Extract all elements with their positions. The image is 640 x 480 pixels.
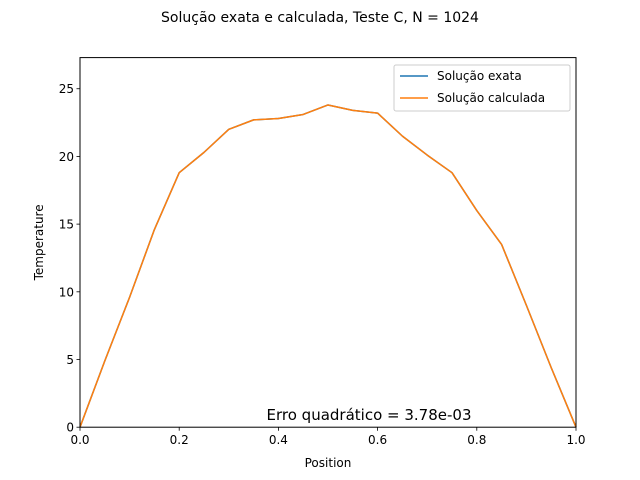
x-tick-label: 0.4	[269, 433, 288, 447]
series-line-1	[79, 104, 577, 428]
y-tick-label: 10	[59, 285, 74, 299]
x-tick-label: 1.0	[566, 433, 585, 447]
x-tick-label: 0.6	[368, 433, 387, 447]
x-tick-label: 0.0	[70, 433, 89, 447]
x-tick-label: 0.8	[467, 433, 486, 447]
series-layer	[79, 104, 577, 428]
legend-label-2: Solução calculada	[437, 91, 545, 105]
plot-frame	[79, 57, 577, 428]
legend-box	[393, 64, 571, 112]
x-tick-label: 0.2	[170, 433, 189, 447]
x-axis-label: Position	[305, 456, 352, 470]
chart-title: Solução exata e calculada, Teste C, N = …	[161, 10, 479, 26]
legend: Solução exata Solução calculada	[393, 64, 571, 112]
legend-label-1: Solução exata	[437, 69, 522, 83]
series-line-2	[79, 104, 577, 428]
y-axis-label: Temperature	[32, 204, 46, 281]
y-tick-label: 0	[66, 421, 74, 435]
y-tick-label: 15	[59, 218, 74, 232]
y-tick-label: 20	[59, 150, 74, 164]
y-tick-label: 5	[66, 353, 74, 367]
error-annotation: Erro quadrático = 3.78e-03	[267, 406, 472, 424]
ticks-layer: 0.0 0.2 0.4 0.6 0.8 1.0 0 5 10 15 20 25	[59, 82, 586, 447]
y-tick-label: 25	[59, 82, 74, 96]
